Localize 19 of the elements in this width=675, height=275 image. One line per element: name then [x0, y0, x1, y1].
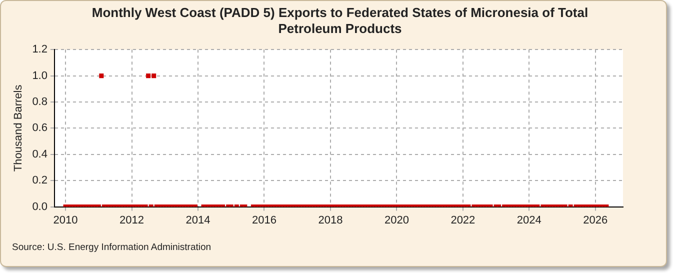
x-tick-label: 2020	[384, 214, 409, 226]
y-tick-label: 0.0	[32, 200, 48, 213]
y-tick-label: 1.0	[32, 70, 48, 82]
x-tick-label: 2012	[120, 214, 144, 226]
x-tick-label: 2018	[318, 214, 343, 226]
y-tick-label: 0.6	[32, 122, 48, 134]
x-tick-label: 2026	[583, 214, 608, 226]
x-tick-label: 2014	[186, 214, 210, 226]
y-axis-title: Thousand Barrels	[12, 84, 25, 172]
x-tick-label: 2016	[252, 214, 276, 226]
chart-title: Monthly West Coast (PADD 5) Exports to Federated States of Micronesia of Total Petroleum Products	[90, 5, 590, 37]
x-tick-label: 2022	[450, 214, 476, 226]
y-tick-label: 1.2	[32, 44, 48, 56]
source-note: Source: U.S. Energy Information Administration	[12, 242, 212, 253]
x-tick-label: 2010	[53, 214, 78, 226]
y-tick-label: 0.8	[32, 96, 48, 108]
x-tick-label: 2024	[516, 214, 542, 226]
y-tick-label: 0.4	[32, 148, 48, 160]
y-tick-label: 0.2	[32, 174, 48, 187]
